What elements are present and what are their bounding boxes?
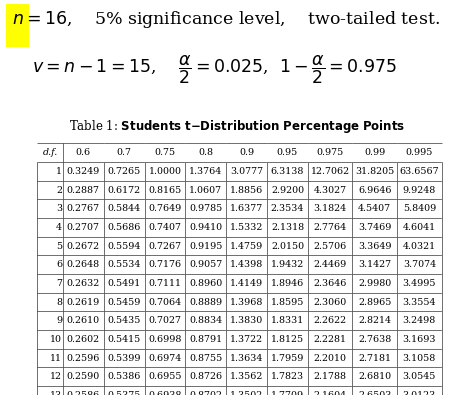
Text: $n = 16$,    5% significance level,    two-tailed test.: $n = 16$, 5% significance level, two-tai…: [12, 9, 440, 30]
FancyBboxPatch shape: [6, 4, 29, 47]
Text: $v = n - 1 = 15$,    $\dfrac{\alpha}{2} = 0.025$,  $1 - \dfrac{\alpha}{2} = 0.97: $v = n - 1 = 15$, $\dfrac{\alpha}{2} = 0…: [32, 53, 397, 85]
Text: Table 1: $\mathbf{Students}$ $\mathit{\mathbf{t}}$$\mathbf{-Distribution\ Percen: Table 1: $\mathbf{Students}$ $\mathit{\m…: [69, 118, 405, 135]
